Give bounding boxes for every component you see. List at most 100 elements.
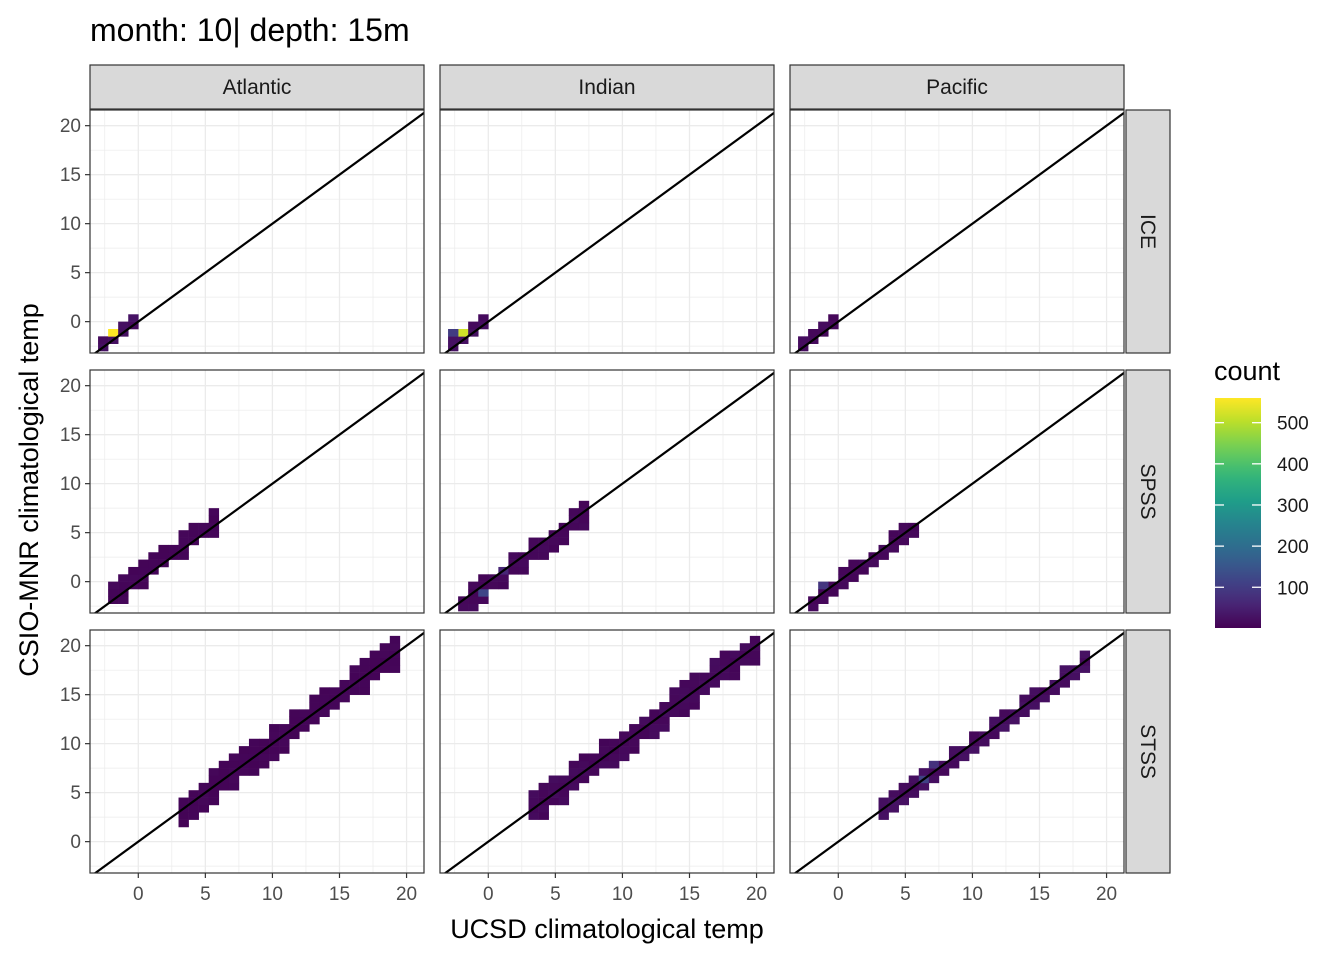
- heatmap-cell: [1019, 709, 1030, 718]
- heatmap-cell: [208, 530, 220, 538]
- heatmap-cell: [558, 797, 570, 806]
- heatmap-cell: [118, 596, 129, 604]
- heatmap-cell: [999, 709, 1010, 718]
- heatmap-cell: [289, 731, 300, 740]
- heatmap-cell: [218, 782, 230, 791]
- heatmap-cell: [1029, 702, 1040, 710]
- heatmap-cell: [498, 581, 509, 590]
- heatmap-cell: [689, 679, 700, 688]
- heatmap-cell: [729, 665, 741, 673]
- heatmap-cell: [379, 650, 391, 659]
- heatmap-cell: [98, 336, 109, 344]
- heatmap-cell: [568, 522, 580, 531]
- panel-ice-indian: [439, 109, 775, 354]
- heatmap-tiles: [108, 508, 220, 604]
- heatmap-cell: [538, 804, 549, 813]
- heatmap-cell: [468, 603, 479, 612]
- heatmap-cell: [508, 566, 519, 575]
- strip-label: Pacific: [926, 76, 988, 99]
- heatmap-cell: [639, 731, 650, 740]
- heatmap-cell: [349, 672, 360, 681]
- heatmap-cell: [279, 746, 290, 754]
- heatmap-cell: [208, 797, 220, 806]
- heatmap-cell: [538, 782, 549, 791]
- heatmap-cell: [578, 760, 590, 769]
- panel-border: [789, 369, 1125, 614]
- heatmap-cell: [478, 588, 489, 597]
- heatmap-cell: [629, 746, 640, 754]
- heatmap-cell: [959, 753, 970, 762]
- heatmap-cell: [598, 738, 610, 747]
- heatmap-cell: [578, 515, 590, 524]
- strip-bg: [1125, 369, 1171, 614]
- heatmap-cell: [679, 702, 690, 710]
- heatmap-cell: [828, 314, 839, 322]
- heatmap-cell: [238, 746, 250, 754]
- gridlines: [440, 110, 774, 353]
- heatmap-cell: [218, 768, 230, 776]
- heatmap-cell: [218, 760, 230, 769]
- heatmap-cell: [989, 731, 1000, 740]
- legend-tick-label: 200: [1277, 537, 1309, 558]
- heatmap-cell: [319, 694, 330, 703]
- strip-indian: Indian: [439, 64, 775, 110]
- x-tick-label: 15: [679, 884, 700, 905]
- heatmap-cell: [198, 522, 210, 531]
- heatmap-cell: [128, 314, 139, 322]
- panel-border: [89, 109, 425, 354]
- heatmap-cell: [188, 804, 199, 813]
- y-tick-label: 20: [60, 116, 81, 137]
- heatmap-cell: [629, 724, 640, 732]
- panel-spss-pacific: [789, 369, 1125, 614]
- heatmap-cell: [1079, 665, 1091, 673]
- heatmap-cell: [359, 665, 370, 673]
- x-tick-label: 0: [833, 884, 844, 905]
- heatmap-cell: [389, 635, 401, 644]
- panel-background: [440, 110, 774, 353]
- heatmap-cell: [729, 650, 741, 659]
- heatmap-cell: [689, 702, 700, 710]
- heatmap-cell: [299, 709, 310, 718]
- heatmap-cell: [518, 559, 529, 568]
- heatmap-cell: [679, 709, 690, 718]
- heatmap-cell: [168, 544, 179, 553]
- strip-stss: STSS: [1125, 629, 1171, 874]
- heatmap-cell: [208, 508, 220, 516]
- heatmap-cell: [269, 746, 280, 754]
- heatmap-cell: [289, 709, 300, 718]
- heatmap-cell: [848, 574, 859, 582]
- identity-line: [93, 632, 424, 873]
- heatmap-cell: [188, 522, 199, 531]
- panel-stss-atlantic: 0 5 10 15 20 0 5 10 15 20: [60, 629, 425, 905]
- heatmap-cell: [558, 775, 570, 784]
- heatmap-cell: [379, 643, 391, 651]
- heatmap-cell: [538, 812, 549, 820]
- x-tick-label: 20: [1096, 884, 1117, 905]
- heatmap-cell: [369, 657, 381, 666]
- strip-label: ICE: [1136, 214, 1159, 249]
- heatmap-cell: [379, 665, 391, 673]
- heatmap-cell: [478, 574, 489, 582]
- heatmap-cell: [148, 559, 159, 568]
- heatmap-cell: [689, 672, 700, 681]
- heatmap-cell: [468, 321, 479, 330]
- heatmap-cell: [699, 687, 710, 695]
- heatmap-cell: [319, 687, 330, 695]
- heatmap-cell: [248, 738, 260, 747]
- strip-bg: [789, 64, 1125, 110]
- x-tick-label: 15: [1029, 884, 1050, 905]
- x-tick-label: 5: [200, 884, 211, 905]
- x-tick-label: 10: [962, 884, 983, 905]
- heatmap-cell: [709, 679, 720, 688]
- heatmap-cell: [689, 694, 700, 703]
- identity-line: [443, 632, 774, 873]
- heatmap-cell: [629, 738, 640, 747]
- heatmap-cell: [818, 321, 829, 330]
- panel-border: [439, 109, 775, 354]
- y-tick-label: 0: [70, 572, 81, 593]
- heatmap-cell: [259, 738, 270, 747]
- panel-stss-indian: 0 5 10 15 20: [439, 629, 775, 905]
- heatmap-cell: [448, 336, 459, 344]
- heatmap-cell: [749, 650, 761, 659]
- heatmap-cell: [898, 537, 910, 546]
